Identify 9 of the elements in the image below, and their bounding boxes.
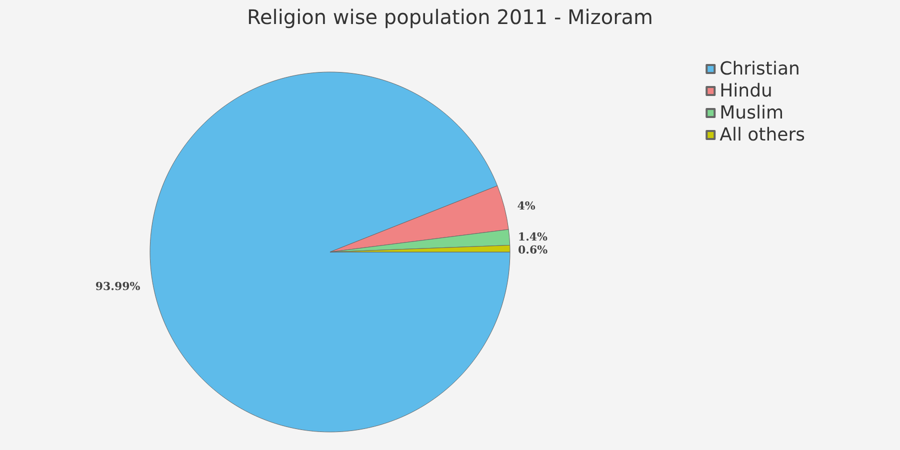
legend-label: Muslim	[720, 102, 784, 124]
chart-title: Religion wise population 2011 - Mizoram	[246, 5, 654, 29]
data-label: 1.4%	[518, 230, 548, 244]
data-label: 93.99%	[95, 280, 141, 293]
legend-label: All others	[720, 124, 806, 146]
data-label: 0.6%	[518, 243, 548, 256]
legend-label: Hindu	[720, 80, 772, 102]
legend-label: Christian	[720, 58, 800, 80]
data-label: 4%	[517, 200, 536, 213]
